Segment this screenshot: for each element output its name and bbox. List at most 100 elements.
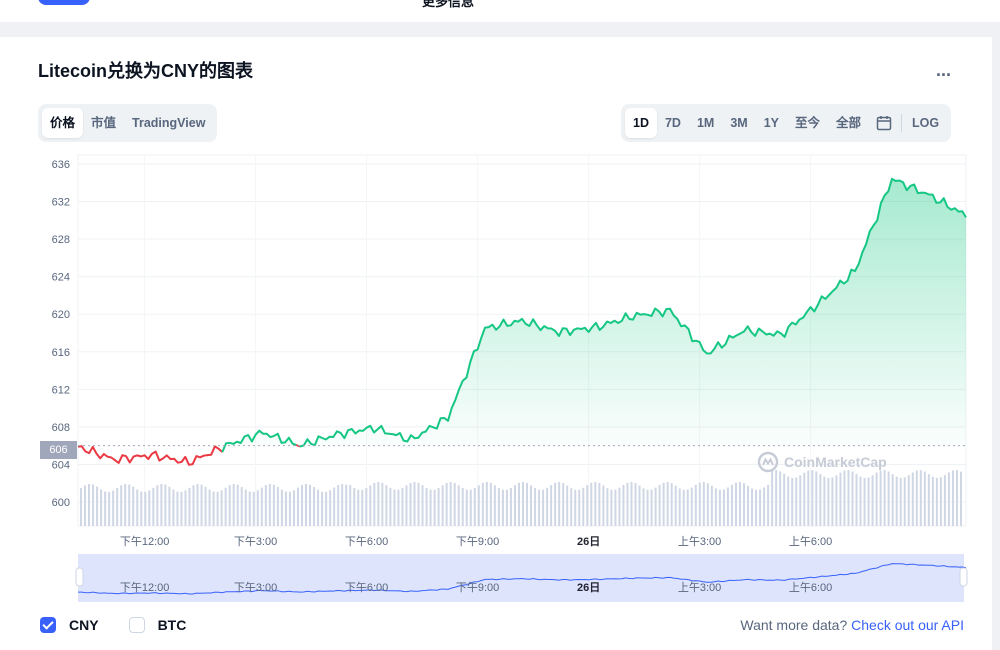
volume-bar <box>421 485 424 526</box>
volume-bar <box>200 484 203 526</box>
api-link[interactable]: Check out our API <box>851 617 964 633</box>
volume-bar <box>839 472 842 526</box>
volume-bar <box>666 482 669 526</box>
x-tick-label: 上午3:00 <box>678 535 721 548</box>
x-tick-label: 下午3:00 <box>234 535 277 548</box>
volume-bar <box>341 484 344 526</box>
volume-bar <box>353 487 356 526</box>
navigator-tick-label: 26日 <box>577 581 600 594</box>
range-all[interactable]: 全部 <box>836 116 862 130</box>
tab-price[interactable]: 价格 <box>42 108 84 138</box>
volume-bar <box>634 483 637 526</box>
range-1y[interactable]: 1Y <box>763 116 780 130</box>
legend-cny-label: CNY <box>69 617 99 633</box>
right-gutter <box>992 37 1000 650</box>
volume-bar <box>280 489 283 526</box>
volume-bar <box>622 485 625 526</box>
range-ytd[interactable]: 至今 <box>795 116 821 130</box>
volume-bars <box>80 470 962 526</box>
volume-bar <box>513 485 516 526</box>
volume-bar <box>935 477 938 526</box>
volume-bar <box>104 491 107 526</box>
price-line-segment <box>77 445 223 466</box>
range-tabs: 1D 7D 1M 3M 1Y 至今 全部 LOG <box>621 104 952 142</box>
more-options-button[interactable]: ... <box>936 60 952 80</box>
navigator-left-handle[interactable] <box>75 567 84 587</box>
legend-btc[interactable]: BTC <box>128 617 187 633</box>
volume-bar <box>650 489 653 526</box>
volume-bar <box>196 484 199 526</box>
volume-bar <box>867 477 870 526</box>
volume-bar <box>505 489 508 526</box>
volume-bar <box>638 485 641 526</box>
tab-tradingview[interactable]: TradingView <box>132 116 206 130</box>
navigator[interactable]: 下午12:00 下午3:00 下午6:00 下午9:00 26日 上午3:00 上午6:00 <box>75 554 968 602</box>
btc-checkbox[interactable] <box>128 617 145 633</box>
volume-bar <box>875 472 878 526</box>
volume-bar <box>325 491 328 526</box>
volume-bar <box>606 488 609 526</box>
volume-bar <box>284 491 287 526</box>
volume-bar <box>401 488 404 526</box>
volume-bar <box>851 471 854 526</box>
volume-bar <box>534 488 537 526</box>
volume-bar <box>682 489 685 526</box>
y-tick-label: 600 <box>52 497 70 509</box>
volume-bar <box>791 477 794 526</box>
volume-bar <box>449 482 452 526</box>
volume-bar <box>546 487 549 526</box>
volume-bar <box>148 490 151 526</box>
tab-market-cap[interactable]: 市值 <box>91 116 117 130</box>
range-1d[interactable]: 1D <box>625 108 657 138</box>
volume-bar <box>180 491 183 526</box>
volume-bar <box>244 489 247 526</box>
volume-bar <box>586 485 589 526</box>
volume-bar <box>84 485 87 526</box>
volume-bar <box>309 484 312 526</box>
volume-bar <box>646 489 649 526</box>
volume-bar <box>730 484 733 526</box>
navigator-right-handle[interactable] <box>959 567 968 587</box>
volume-bar <box>915 470 918 526</box>
range-3m[interactable]: 3M <box>730 116 748 130</box>
volume-bar <box>296 487 299 526</box>
volume-bar <box>835 475 838 526</box>
cny-checkbox[interactable] <box>40 617 56 633</box>
calendar-icon[interactable] <box>869 108 899 138</box>
volume-bar <box>843 470 846 526</box>
volume-bar <box>779 471 782 526</box>
top-primary-button[interactable] <box>38 0 90 5</box>
log-toggle[interactable]: LOG <box>912 116 940 130</box>
top-bar: 更多信息 <box>0 0 1000 22</box>
page-divider <box>0 22 1000 37</box>
range-1m[interactable]: 1M <box>696 116 715 130</box>
range-7d[interactable]: 7D <box>664 116 681 130</box>
volume-bar <box>465 489 468 526</box>
legend-btc-label: BTC <box>157 617 187 633</box>
volume-bar <box>578 489 581 526</box>
volume-bar <box>397 489 400 526</box>
navigator-tick-label: 下午6:00 <box>345 581 388 594</box>
volume-bar <box>160 484 163 526</box>
volume-bar <box>497 488 500 526</box>
volume-bar <box>313 487 316 526</box>
volume-bar <box>501 489 504 526</box>
volume-bar <box>288 491 291 526</box>
volume-bar <box>256 490 259 526</box>
volume-bar <box>542 489 545 526</box>
range-separator <box>901 114 903 132</box>
volume-bar <box>216 491 219 526</box>
more-info-link[interactable]: 更多信息 <box>422 0 475 9</box>
volume-bar <box>260 487 263 526</box>
volume-bar <box>558 482 561 526</box>
volume-bar <box>759 489 762 526</box>
price-line-segment <box>221 429 297 453</box>
navigator-tick-label: 上午6:00 <box>789 581 832 594</box>
volume-bar <box>389 487 392 526</box>
volume-bar <box>678 488 681 526</box>
volume-bar <box>232 484 235 526</box>
volume-bar <box>530 485 533 526</box>
volume-bar <box>264 485 267 526</box>
legend-cny[interactable]: CNY <box>40 617 99 633</box>
